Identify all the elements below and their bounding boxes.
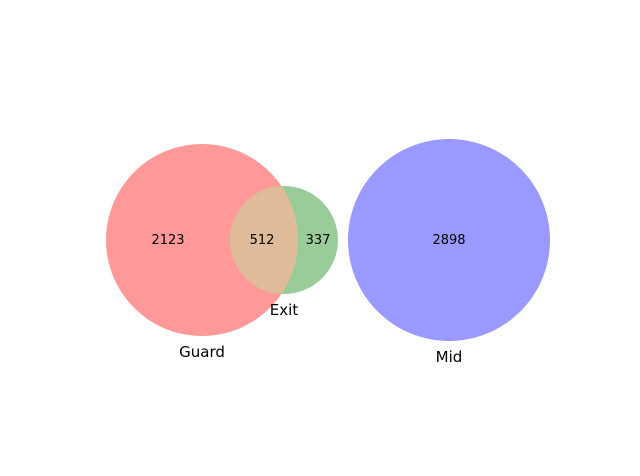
guard-circle xyxy=(106,144,298,336)
mid-set-label: Mid xyxy=(436,348,463,366)
exit-set-label: Exit xyxy=(270,301,299,319)
guard-exit-count: 512 xyxy=(250,233,275,248)
mid-only-count: 2898 xyxy=(432,233,465,248)
guard-only-count: 2123 xyxy=(151,233,184,248)
exit-only-count: 337 xyxy=(306,233,331,248)
mid-circle xyxy=(348,139,550,341)
guard-set-label: Guard xyxy=(179,343,225,361)
